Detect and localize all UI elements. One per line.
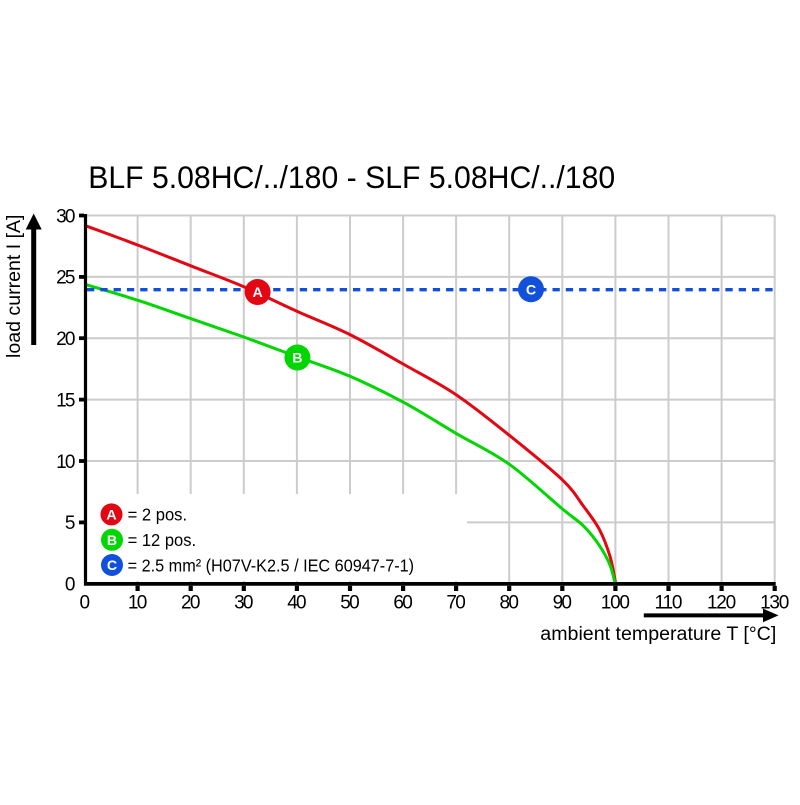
svg-text:0: 0 <box>80 593 91 614</box>
svg-text:ambient temperature T [°C]: ambient temperature T [°C] <box>540 624 776 645</box>
svg-text:50: 50 <box>340 593 359 614</box>
svg-text:15: 15 <box>56 390 75 411</box>
svg-text:90: 90 <box>553 593 572 614</box>
svg-text:BLF 5.08HC/../180 - SLF 5.08HC: BLF 5.08HC/../180 - SLF 5.08HC/../180 <box>88 159 615 195</box>
svg-text:60: 60 <box>393 593 412 614</box>
svg-text:load current I [A]: load current I [A] <box>4 215 25 359</box>
svg-text:10: 10 <box>56 452 75 473</box>
svg-text:40: 40 <box>287 593 306 614</box>
svg-text:20: 20 <box>56 329 75 350</box>
svg-text:A: A <box>252 285 262 301</box>
svg-text:A: A <box>106 508 116 524</box>
svg-text:110: 110 <box>655 593 683 614</box>
svg-text:130: 130 <box>760 593 789 614</box>
svg-text:= 2 pos.: = 2 pos. <box>128 505 188 525</box>
svg-text:20: 20 <box>181 593 200 614</box>
svg-text:B: B <box>292 351 302 367</box>
svg-text:100: 100 <box>601 593 630 614</box>
svg-text:70: 70 <box>446 593 465 614</box>
svg-text:10: 10 <box>128 593 147 614</box>
svg-text:5: 5 <box>65 513 76 534</box>
svg-text:B: B <box>107 533 117 549</box>
svg-text:0: 0 <box>65 575 76 596</box>
svg-text:80: 80 <box>500 593 519 614</box>
svg-text:C: C <box>526 283 536 299</box>
svg-text:120: 120 <box>707 593 736 614</box>
svg-text:30: 30 <box>234 593 253 614</box>
svg-text:= 2.5 mm² (H07V-K2.5 / IEC 609: = 2.5 mm² (H07V-K2.5 / IEC 60947-7-1) <box>128 555 415 575</box>
svg-text:30: 30 <box>56 206 75 227</box>
svg-text:= 12 pos.: = 12 pos. <box>128 530 197 550</box>
svg-text:C: C <box>107 558 117 574</box>
svg-text:25: 25 <box>56 268 75 289</box>
